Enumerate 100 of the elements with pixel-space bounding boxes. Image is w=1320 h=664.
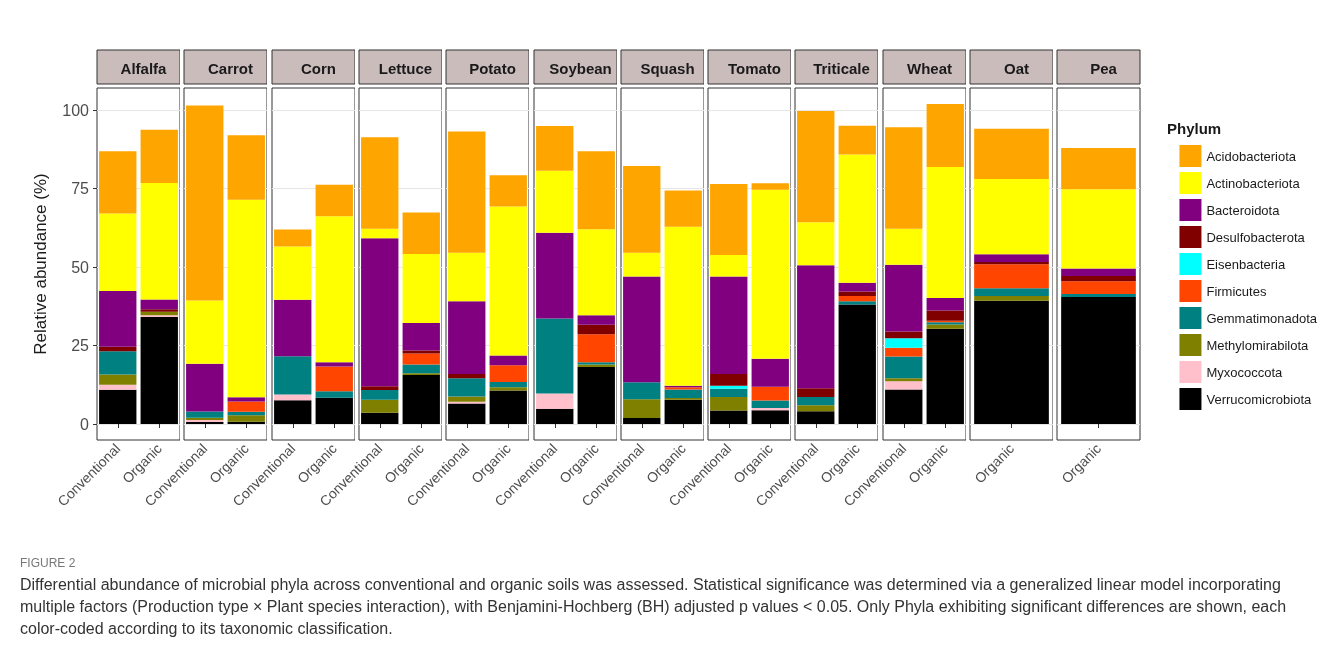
- bar: [622, 399, 661, 419]
- bar: [838, 304, 877, 424]
- caption: FIGURE 2: [20, 555, 77, 572]
- bar: [664, 399, 702, 424]
- bar: [448, 396, 486, 402]
- bar: [140, 129, 178, 184]
- bar: [884, 389, 923, 424]
- legend-label: Methylomirabilota: [1206, 337, 1310, 353]
- bar: [1061, 296, 1137, 424]
- bar: [1061, 268, 1137, 276]
- bar: [489, 206, 528, 356]
- bar: [884, 347, 923, 357]
- bar: [273, 400, 312, 424]
- chart-title: Triticale: [813, 60, 871, 77]
- bar: [577, 366, 615, 424]
- chart-title: Alfalfa: [120, 60, 168, 77]
- bar: [710, 254, 748, 277]
- bar: [751, 400, 790, 408]
- chart-title: Tomato: [728, 60, 782, 77]
- bar: [186, 363, 224, 412]
- bar: [751, 410, 790, 424]
- bar: [884, 331, 923, 339]
- bar: [448, 403, 486, 424]
- bar: [884, 228, 923, 265]
- bar: [577, 229, 615, 316]
- bar: [926, 104, 964, 168]
- bar: [622, 382, 661, 400]
- bar: [577, 151, 615, 230]
- bar: [622, 252, 661, 277]
- y-tick-label: 100: [62, 101, 90, 119]
- y-axis-title: Relative abundance (%): [31, 173, 50, 355]
- bar: [974, 296, 1049, 301]
- bar: [489, 355, 528, 366]
- bar: [974, 264, 1049, 289]
- bar: [838, 291, 877, 296]
- bar: [710, 385, 748, 389]
- bar: [360, 390, 399, 400]
- bar: [926, 167, 964, 298]
- bar: [884, 264, 923, 332]
- bar: [797, 397, 835, 406]
- bar: [315, 366, 353, 392]
- bar: [99, 374, 137, 385]
- bar: [360, 399, 399, 413]
- bar: [710, 276, 748, 375]
- bar: [402, 353, 440, 365]
- bar: [622, 418, 661, 424]
- chart-title: Pea: [1090, 60, 1118, 77]
- legend-label: Myxococcota: [1206, 364, 1284, 380]
- bar: [622, 276, 661, 383]
- bar: [402, 375, 440, 424]
- bar: [884, 338, 923, 348]
- bar: [535, 232, 573, 319]
- chart-title: Lettuce: [378, 60, 433, 77]
- bar: [402, 253, 440, 323]
- bar: [838, 301, 877, 305]
- bar: [360, 228, 399, 239]
- bar: [489, 390, 528, 424]
- bar: [448, 131, 486, 253]
- bar: [273, 356, 312, 395]
- bar: [884, 381, 923, 390]
- bar: [489, 387, 528, 391]
- bar: [360, 137, 399, 229]
- bar: [489, 381, 528, 388]
- bar: [884, 356, 923, 379]
- bar: [577, 315, 615, 325]
- bar: [360, 412, 399, 424]
- bar: [448, 374, 486, 379]
- bar: [360, 386, 399, 391]
- bar: [1061, 189, 1137, 269]
- bar: [402, 322, 440, 351]
- bar: [227, 421, 266, 424]
- bar: [974, 300, 1049, 424]
- bar: [99, 346, 137, 352]
- bar: [974, 288, 1049, 296]
- bar: [751, 189, 790, 359]
- bar: [315, 216, 353, 363]
- bar: [751, 183, 790, 190]
- bar: [797, 388, 835, 398]
- bar: [227, 397, 266, 402]
- bar: [315, 397, 353, 424]
- bar: [99, 389, 137, 424]
- bar: [664, 226, 702, 386]
- bar: [186, 300, 224, 364]
- bar: [926, 297, 964, 311]
- bar: [838, 154, 877, 283]
- bar: [489, 365, 528, 382]
- bar: [838, 296, 877, 302]
- bar: [99, 213, 137, 291]
- bar: [99, 384, 137, 390]
- bar: [535, 125, 573, 171]
- bar: [710, 397, 748, 411]
- bar: [273, 299, 312, 357]
- bar: [99, 290, 137, 347]
- bar: [140, 317, 178, 424]
- bar: [273, 246, 312, 300]
- bar: [974, 128, 1049, 179]
- bar: [140, 183, 178, 300]
- text: Differential abundance of microbial phyla across conventional and organic soils was assessed. Statistical significance was determined via a generalized linear model incorporating multiple factors (Production type × Plant species interaction), with Benjamini-Hochberg (BH) adjusted p values < 0.05. Only Phyla exhibiting significant differences are shown, each color-coded according to its taxonomic classification.: [20, 575, 1288, 639]
- bar: [315, 184, 353, 217]
- bar: [664, 389, 702, 398]
